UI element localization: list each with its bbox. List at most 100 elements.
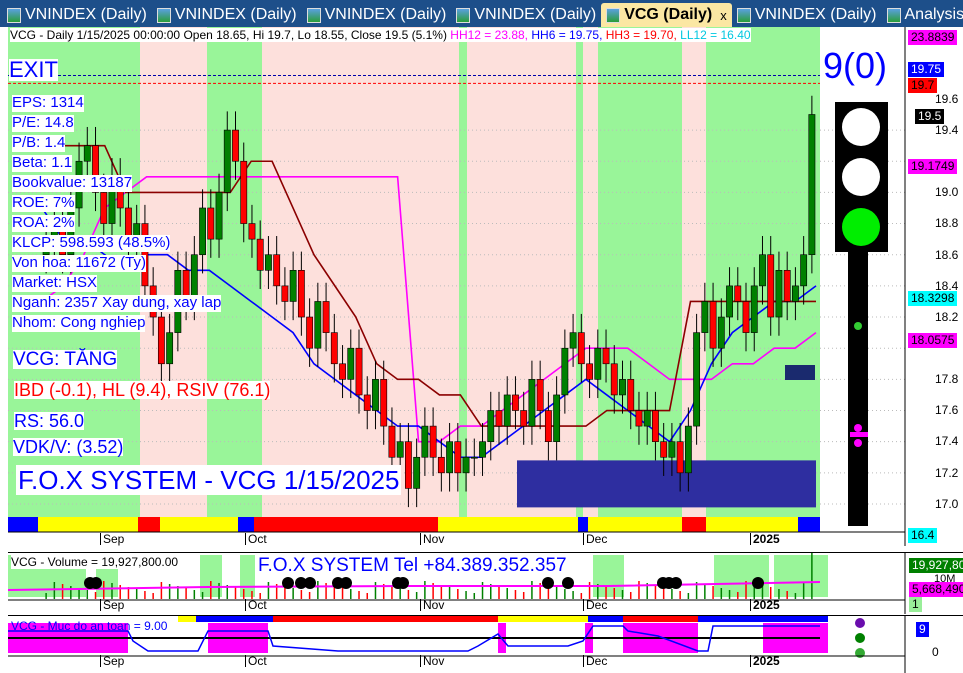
price-tick: 19.4	[935, 123, 958, 137]
uptrend-band	[576, 27, 583, 517]
candle-body	[759, 255, 765, 286]
header-hh12: HH12 = 23.88,	[450, 28, 528, 42]
month-label: Sep	[100, 599, 124, 611]
candle-body	[265, 255, 271, 271]
header-hh3: HH3 = 19.70,	[606, 28, 677, 42]
candle-body	[488, 411, 494, 442]
safety-zero-tick: 0	[932, 645, 939, 659]
safety-strip	[178, 616, 196, 622]
candle-body	[298, 270, 304, 317]
tab-bar: VNINDEX (Daily) VNINDEX (Daily) VNINDEX (D…	[0, 0, 963, 27]
month-label: Dec	[583, 533, 607, 545]
candle-body	[529, 379, 535, 426]
tab-label: VNINDEX (Daily)	[755, 6, 877, 24]
candle-body	[693, 333, 699, 426]
candle-body	[496, 411, 502, 427]
price-tick: 17.8	[935, 372, 958, 386]
candle-body	[669, 442, 675, 458]
tab-2[interactable]: VNINDEX (Daily)	[302, 3, 452, 27]
volume-marker	[542, 577, 554, 589]
tab-3[interactable]: VNINDEX (Daily)	[451, 3, 601, 27]
candle-body	[463, 457, 469, 473]
volume-marker	[562, 577, 574, 589]
candle-body	[718, 317, 724, 348]
candle-body	[290, 270, 296, 301]
candle-body	[274, 255, 280, 286]
volume-tag-current: 19,927,800	[909, 558, 963, 573]
traffic-light-pole	[848, 252, 868, 526]
safety-dot	[855, 633, 865, 643]
signal-strip	[798, 517, 820, 532]
volume-title: VCG - Volume = 19,927,800.00	[11, 555, 178, 569]
candle-body	[158, 317, 164, 364]
tab-6[interactable]: Analysis1	[882, 3, 963, 27]
volume-banner: F.O.X SYSTEM Tel +84.389.352.357	[258, 555, 567, 577]
price-tick: 17.4	[935, 434, 958, 448]
candle-body	[84, 146, 90, 162]
fund-item: Market: HSX	[12, 275, 97, 292]
month-label: Oct	[245, 655, 267, 667]
candle-body	[611, 364, 617, 395]
price-tick: 17.2	[935, 466, 958, 480]
volume-marker	[90, 577, 102, 589]
pole-dot-green	[854, 322, 862, 330]
candle-body	[702, 301, 708, 332]
tab-5[interactable]: VNINDEX (Daily)	[732, 3, 882, 27]
candle-body	[743, 301, 749, 332]
vdk-label: VDK/V: (3.52)	[13, 438, 123, 456]
support-marker	[785, 365, 815, 380]
volume-average	[8, 582, 820, 590]
pole-dot-magenta	[854, 439, 862, 447]
exit-label: EXIT	[9, 59, 58, 81]
month-label: Oct	[245, 533, 267, 545]
volume-marker	[752, 577, 764, 589]
candle-body	[512, 395, 518, 411]
uptrend-band	[207, 27, 262, 517]
safety-strip	[623, 616, 698, 622]
candle-body	[422, 426, 428, 457]
candle-body	[216, 192, 222, 239]
volume-marker	[340, 577, 352, 589]
tab-label: VNINDEX (Daily)	[474, 6, 596, 24]
safety-strip	[498, 616, 588, 622]
price-tag: 19.5	[915, 109, 944, 124]
candle-body	[224, 130, 230, 192]
candle-body	[364, 395, 370, 411]
candle-body	[339, 364, 345, 380]
candle-body	[661, 442, 667, 458]
candle-body	[619, 379, 625, 395]
fund-item: EPS: 1314	[12, 95, 84, 112]
safety-tag: 9	[916, 622, 929, 637]
tab-0[interactable]: VNINDEX (Daily)	[2, 3, 152, 27]
volume-marker	[304, 577, 316, 589]
fund-item: Beta: 1.1	[12, 155, 72, 172]
tab-4[interactable]: VCG (Daily)x	[601, 3, 732, 27]
month-label: Nov	[420, 655, 444, 667]
candle-body	[397, 442, 403, 458]
signal-strip	[160, 517, 238, 532]
price-tag: 19.1749	[908, 159, 957, 174]
candle-body	[455, 442, 461, 473]
safety-strip	[273, 616, 498, 622]
safety-strip	[196, 616, 273, 622]
candle-body	[586, 364, 592, 380]
candle-body	[735, 286, 741, 302]
header-ohlc: VCG - Daily 1/15/2025 00:00:00 Open 18.6…	[10, 28, 447, 42]
fund-item: ROE: 7%	[12, 195, 75, 212]
light-green-on	[842, 208, 880, 246]
candle-body	[208, 208, 214, 239]
ibd-label: IBD (-0.1), HL (9.4), RSIV (76.1)	[14, 381, 270, 399]
candle-body	[768, 255, 774, 317]
tab-label: VNINDEX (Daily)	[175, 6, 297, 24]
volume-band	[774, 555, 828, 597]
tab-close-button[interactable]: x	[720, 8, 727, 23]
month-label: 2025	[750, 655, 780, 667]
safety-title: VCG - Muc do an toan = 9.00	[11, 619, 167, 633]
price-tick: 18.2	[935, 310, 958, 324]
candle-body	[232, 130, 238, 161]
candle-body	[636, 411, 642, 427]
signal-label: 9(0)	[823, 45, 887, 87]
tab-1[interactable]: VNINDEX (Daily)	[152, 3, 302, 27]
signal-strip	[588, 517, 682, 532]
candle-body	[644, 411, 650, 427]
